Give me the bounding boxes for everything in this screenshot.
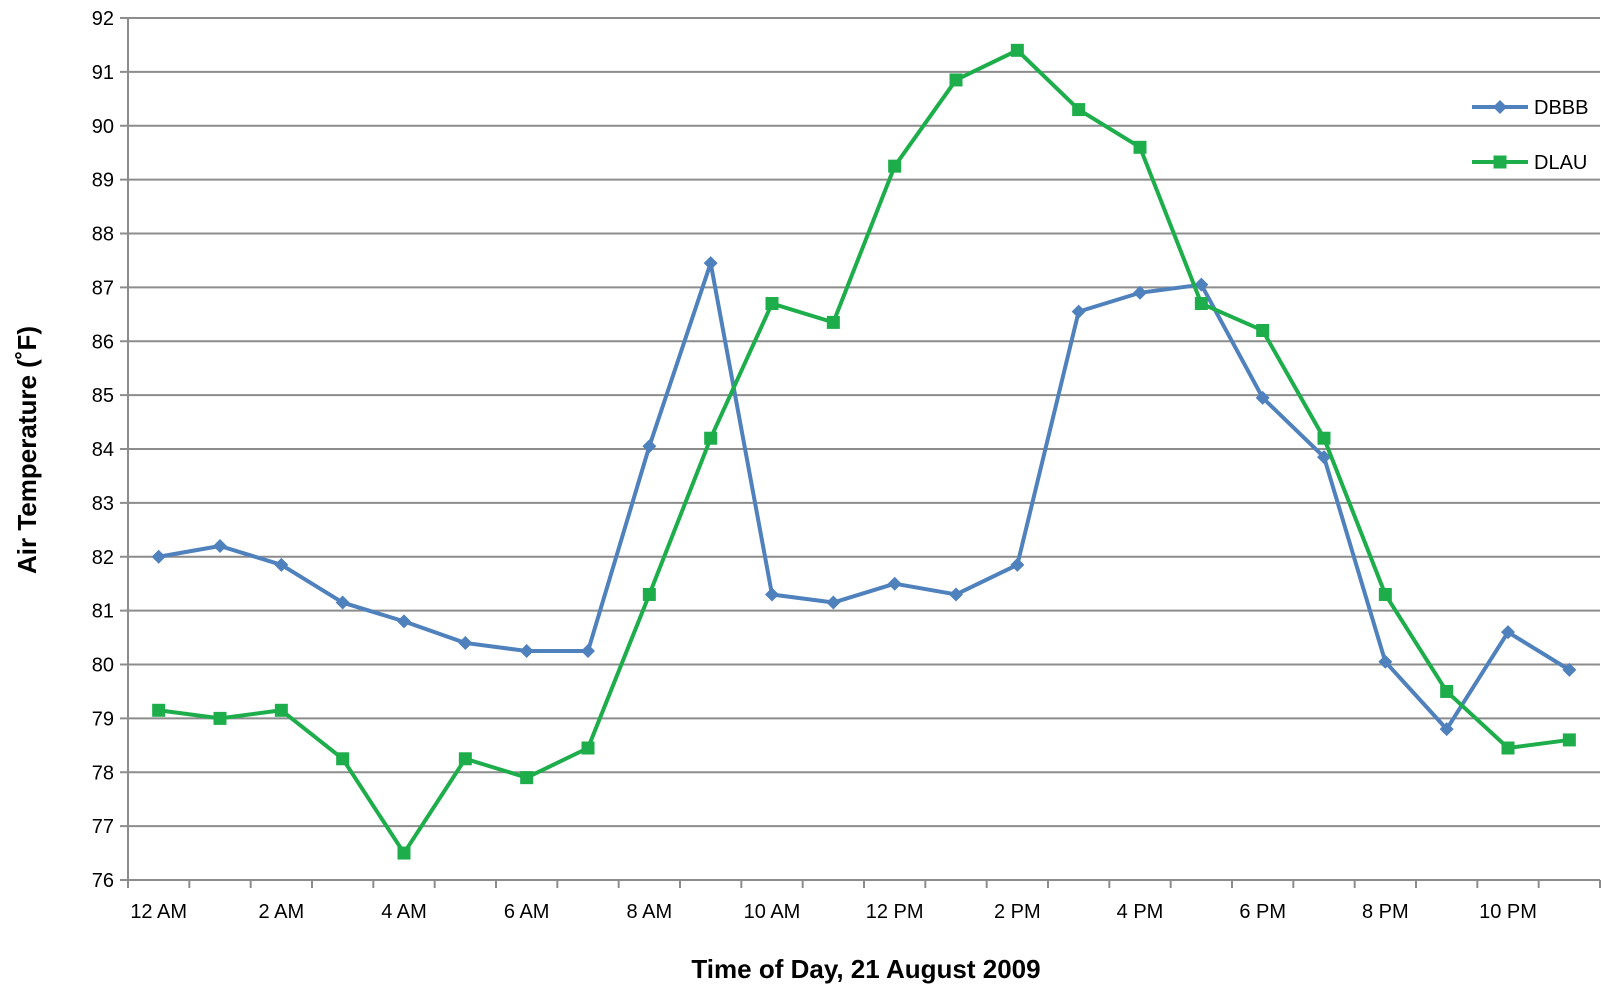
series-lines: [151, 43, 1577, 860]
y-tick-label: 86: [92, 331, 114, 353]
y-tick-label: 89: [92, 170, 114, 192]
x-axis-tick-labels: 12 AM 2 AM 4 AM 6 AM 8 AM 10 AM 12 PM 2 PM 4 PM 6…: [130, 901, 1537, 923]
y-tick-label: 78: [92, 762, 114, 784]
legend-item-dlau: DLAU: [1472, 152, 1587, 174]
data-point: [274, 703, 288, 717]
data-point: [1133, 140, 1147, 154]
series-dlau: [152, 43, 1576, 860]
data-point: [581, 741, 595, 755]
data-point: [765, 297, 779, 311]
legend-item-dbbb: DBBB: [1472, 97, 1588, 119]
data-point: [151, 549, 166, 564]
x-tick-label: 4 PM: [1117, 901, 1164, 923]
data-point: [642, 587, 656, 601]
data-point: [152, 703, 166, 717]
x-tick-label: 8 PM: [1362, 901, 1409, 923]
legend-label: DBBB: [1534, 97, 1588, 119]
gridlines: [128, 17, 1600, 881]
x-tick-label: 10 PM: [1479, 901, 1537, 923]
x-tick-label: 2 PM: [994, 901, 1041, 923]
x-tick-label: 4 AM: [381, 901, 427, 923]
y-tick-label: 88: [92, 224, 114, 246]
data-point: [397, 614, 411, 629]
data-point: [274, 557, 289, 572]
series-line-dlau: [158, 48, 1570, 856]
x-axis-title: Time of Day, 21 August 2009: [691, 954, 1040, 984]
y-tick-label: 82: [92, 547, 114, 569]
data-point: [1378, 587, 1392, 601]
axes: [120, 17, 1601, 888]
y-axis-tick-labels: 76 77 78 79 80 81 82 83 84 85 86 87 88 89 90 91 92: [92, 8, 114, 892]
y-tick-label: 83: [92, 493, 114, 515]
data-point: [1562, 733, 1576, 747]
y-tick-label: 79: [92, 708, 114, 730]
x-tick-label: 12 AM: [130, 901, 187, 923]
data-point: [887, 576, 902, 591]
data-point: [336, 752, 350, 766]
x-tick-label: 6 PM: [1239, 901, 1286, 923]
data-point: [1501, 625, 1515, 640]
data-point: [213, 711, 227, 725]
y-tick-label: 77: [92, 816, 114, 838]
data-point: [1317, 431, 1331, 445]
data-point: [1010, 43, 1024, 57]
y-tick-label: 84: [92, 439, 114, 461]
x-tick-label: 8 AM: [627, 901, 673, 923]
data-point: [520, 771, 534, 785]
x-tick-label: 12 PM: [866, 901, 924, 923]
data-point: [1255, 390, 1270, 405]
y-tick-label: 85: [92, 385, 114, 407]
x-tick-label: 6 AM: [504, 901, 550, 923]
data-point: [1194, 277, 1209, 292]
y-tick-label: 81: [92, 601, 114, 623]
data-point: [1133, 285, 1147, 300]
data-point: [704, 431, 718, 445]
data-point: [581, 644, 595, 659]
y-tick-label: 92: [92, 8, 114, 30]
data-point: [1256, 323, 1270, 337]
y-tick-label: 76: [92, 870, 114, 892]
data-point: [519, 644, 534, 659]
data-point: [335, 595, 350, 610]
data-point: [826, 315, 840, 329]
legend-label: DLAU: [1534, 152, 1587, 174]
data-point: [1439, 722, 1454, 737]
x-tick-label: 2 AM: [259, 901, 305, 923]
legend: DBBB DLAU: [1472, 97, 1588, 174]
series-line-dbbb: [158, 261, 1571, 732]
data-point: [888, 159, 902, 173]
data-point: [1562, 662, 1577, 677]
series-dbbb: [151, 256, 1577, 737]
data-point: [1378, 654, 1393, 669]
legend-marker: [1493, 100, 1507, 114]
data-point: [703, 256, 718, 271]
data-point: [1072, 103, 1086, 117]
data-point: [642, 439, 657, 454]
y-tick-label: 90: [92, 116, 114, 138]
data-point: [826, 595, 841, 610]
data-point: [213, 538, 227, 553]
y-tick-label: 80: [92, 655, 114, 677]
data-point: [949, 73, 963, 87]
legend-marker: [1493, 155, 1507, 169]
data-point: [1194, 297, 1208, 311]
data-point: [1317, 450, 1331, 465]
data-point: [458, 635, 473, 650]
y-tick-label: 87: [92, 277, 114, 299]
data-point: [1010, 557, 1025, 572]
data-point: [458, 752, 472, 766]
data-point: [1440, 684, 1454, 698]
y-axis-title: Air Temperature (˚F): [12, 326, 42, 574]
y-tick-label: 91: [92, 62, 114, 84]
data-point: [765, 587, 779, 602]
x-tick-label: 10 AM: [744, 901, 801, 923]
data-point: [397, 846, 411, 860]
data-point: [1071, 304, 1086, 319]
data-point: [949, 587, 963, 602]
data-point: [1501, 741, 1515, 755]
